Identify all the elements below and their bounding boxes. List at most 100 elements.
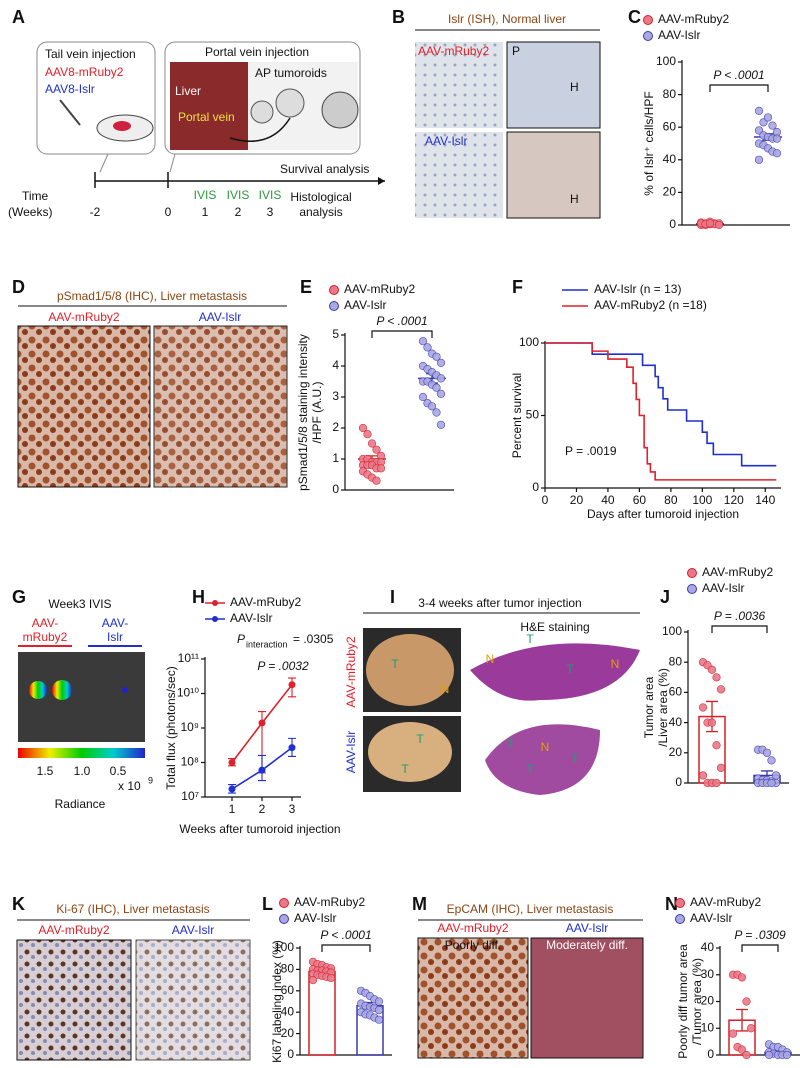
point	[288, 681, 296, 689]
tissue-label: N	[611, 657, 620, 671]
label: Time	[22, 189, 49, 203]
y-tick-label: 2	[332, 420, 339, 434]
y-tick-label: 80	[669, 654, 683, 668]
legend-label: AAV-Islr	[230, 611, 272, 625]
point	[358, 423, 368, 433]
x-tick-label: 40	[601, 493, 615, 507]
point	[228, 759, 236, 766]
y-axis-label: % of Islr⁺ cells/HPF	[642, 91, 656, 195]
y-tick-label: 40	[281, 1004, 295, 1018]
panel-letter: I	[390, 587, 395, 607]
y-tick-label: 1	[332, 451, 339, 465]
legend-marker	[675, 898, 685, 908]
point	[374, 1015, 384, 1024]
point	[436, 389, 446, 399]
label: AAV-Islr	[172, 923, 214, 937]
y-tick-label: 60	[281, 983, 295, 997]
panel-letter: F	[512, 277, 523, 297]
annotation: P < .0001	[376, 314, 427, 328]
bracket	[709, 84, 769, 92]
y-tick-label: 20	[281, 1026, 295, 1040]
label: Ki-67 (IHC), Liver metastasis	[56, 902, 209, 916]
point	[707, 665, 717, 674]
point	[763, 113, 773, 122]
label: Moderately diff.	[546, 938, 628, 952]
survival-curve	[545, 342, 777, 467]
label: Survival analysis	[280, 162, 369, 176]
panel-letter: G	[12, 587, 26, 607]
annotation: P = .0032	[257, 659, 309, 673]
x-tick-label: 100	[692, 493, 712, 507]
annotation: = .0305	[293, 632, 334, 646]
x-tick-label: 120	[724, 493, 744, 507]
label: AAV-Islr	[199, 310, 241, 324]
point	[742, 1050, 751, 1060]
label: H	[570, 192, 579, 206]
legend-label: AAV-mRuby2	[702, 565, 773, 579]
point	[772, 149, 782, 158]
panel-letter: M	[412, 894, 427, 914]
label: Islr (ISH), Normal liver	[448, 12, 566, 26]
legend-marker	[687, 584, 697, 594]
label: AAV-	[32, 616, 58, 630]
y-tick-label: 20	[669, 745, 683, 759]
y-axis-label: /Tumor area (%)	[690, 958, 704, 1045]
label: -2	[90, 205, 101, 219]
y-tick-label: 20	[663, 185, 677, 199]
point	[258, 719, 266, 727]
label: 2	[235, 205, 242, 219]
error-bar	[736, 1008, 748, 1032]
point	[712, 741, 721, 750]
annotation: P < .0001	[713, 68, 764, 82]
point	[288, 744, 296, 752]
label: AAV-	[102, 616, 128, 630]
y-axis-label: pSmad1/5/8 staining intensity	[296, 334, 310, 491]
label: EpCAM (IHC), Liver metastasis	[447, 902, 614, 916]
panel-a-art	[36, 41, 385, 188]
point	[367, 439, 377, 448]
x-tick-label: 60	[633, 493, 647, 507]
point	[432, 383, 441, 392]
point	[698, 771, 708, 780]
panel-letter: D	[12, 277, 25, 297]
label: AAV-mRuby2	[418, 44, 489, 58]
micrographs	[16, 29, 644, 1061]
y-axis-label: Total flux (photons/sec)	[164, 666, 178, 789]
point	[737, 1045, 747, 1054]
y-tick-label: 10¹⁰	[177, 686, 199, 700]
bracket	[321, 944, 371, 952]
label: Week3 IVIS	[48, 597, 111, 611]
y-axis-label: Poorly diff tumor area	[676, 944, 690, 1059]
point	[772, 134, 782, 143]
point	[712, 673, 721, 682]
x-tick-label: 3	[289, 802, 296, 816]
label: Poorly diff.	[445, 938, 501, 952]
legend-label: AAV-mRuby2	[344, 282, 415, 296]
label: x 10	[118, 779, 141, 793]
point	[427, 402, 437, 411]
point	[754, 106, 764, 115]
point	[432, 352, 441, 361]
y-tick-label: 0	[675, 775, 682, 789]
point	[705, 219, 715, 228]
point	[374, 997, 384, 1006]
annotation: P = .0036	[714, 609, 766, 623]
panel-letter: J	[660, 587, 670, 607]
annotation: P = .0019	[565, 444, 617, 458]
point	[436, 420, 446, 430]
y-tick-label: 40	[663, 152, 677, 166]
y-tick-label: 0	[332, 482, 339, 496]
x-tick-label: 140	[755, 493, 775, 507]
tissue-label: T	[566, 662, 574, 676]
tissue-label: N	[541, 740, 550, 754]
legend-label: AAV-mRuby2	[658, 12, 729, 26]
label: P	[512, 44, 520, 58]
y-tick-label: 0	[669, 217, 676, 231]
y-tick-label: 3	[332, 389, 339, 403]
legend-marker	[329, 285, 339, 295]
x-tick-label: 0	[542, 493, 549, 507]
label: 0	[165, 205, 172, 219]
label: Islr	[107, 630, 123, 644]
point	[767, 778, 776, 788]
point	[258, 766, 266, 774]
